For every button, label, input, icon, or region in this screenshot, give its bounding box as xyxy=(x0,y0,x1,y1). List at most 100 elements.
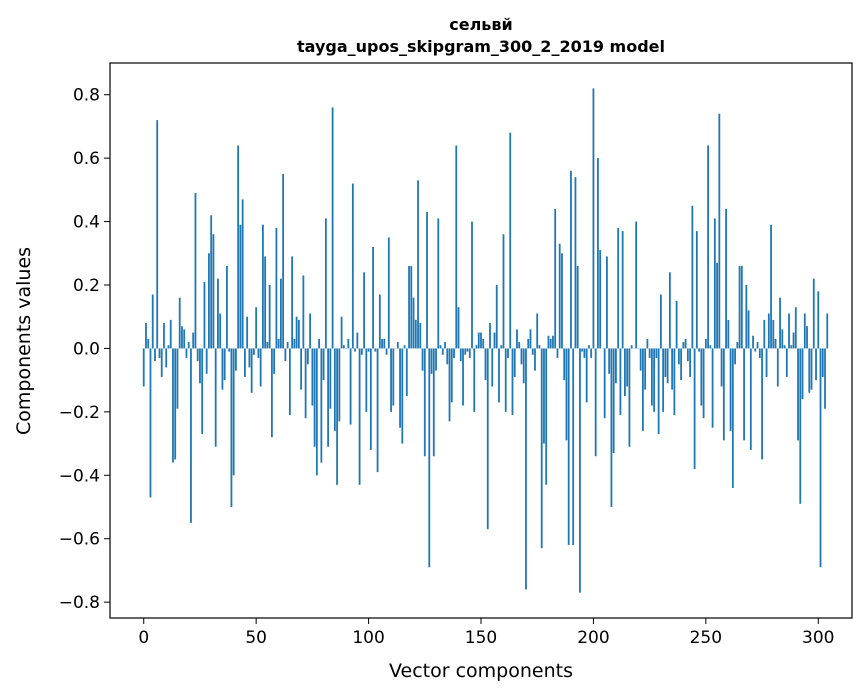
bar-183 xyxy=(554,208,557,349)
bar-2 xyxy=(147,338,150,349)
bar-32 xyxy=(214,348,217,447)
bar-247 xyxy=(698,348,701,352)
bar-46 xyxy=(246,316,249,349)
bar-120 xyxy=(412,297,415,349)
bar-146 xyxy=(471,221,473,349)
bar-255 xyxy=(716,262,718,349)
bar-197 xyxy=(585,348,588,403)
bar-57 xyxy=(270,348,273,438)
bar-101 xyxy=(369,348,372,450)
bar-54 xyxy=(264,256,267,349)
bar-227 xyxy=(653,348,656,412)
bars-group xyxy=(142,88,829,593)
bar-142 xyxy=(462,348,464,406)
bar-35 xyxy=(221,348,224,390)
bar-297 xyxy=(810,348,813,390)
bar-225 xyxy=(648,348,651,358)
bar-162 xyxy=(507,348,509,358)
bar-223 xyxy=(644,348,647,390)
bar-1 xyxy=(145,323,147,349)
bar-105 xyxy=(378,294,381,349)
bar-29 xyxy=(208,253,210,349)
bar-118 xyxy=(408,265,410,349)
bar-8 xyxy=(160,348,163,377)
bar-5 xyxy=(154,348,156,362)
bar-300 xyxy=(817,291,820,349)
bar-289 xyxy=(792,332,795,349)
bar-284 xyxy=(781,329,784,349)
bar-189 xyxy=(567,348,570,546)
bar-55 xyxy=(266,342,269,349)
bar-67 xyxy=(293,338,296,349)
bar-143 xyxy=(464,348,467,355)
bar-269 xyxy=(747,310,750,349)
bar-263 xyxy=(734,348,736,365)
bar-51 xyxy=(257,348,260,358)
bar-208 xyxy=(610,348,613,507)
bar-301 xyxy=(819,348,822,568)
bar-184 xyxy=(556,348,559,358)
bar-48 xyxy=(250,348,253,393)
bar-109 xyxy=(387,237,390,349)
bar-229 xyxy=(657,348,660,435)
bar-167 xyxy=(518,342,521,349)
bar-178 xyxy=(543,348,545,444)
bar-240 xyxy=(682,342,685,349)
bar-102 xyxy=(372,246,374,349)
bar-161 xyxy=(504,348,507,412)
bar-136 xyxy=(448,348,451,422)
bar-40 xyxy=(232,348,235,476)
bar-281 xyxy=(774,338,777,349)
bar-3 xyxy=(149,348,152,498)
bar-180 xyxy=(547,335,550,349)
bar-153 xyxy=(486,348,489,530)
bar-110 xyxy=(390,348,392,412)
bar-89 xyxy=(342,345,345,349)
bar-107 xyxy=(383,338,386,349)
y-tick-label: −0.6 xyxy=(59,530,100,550)
bar-43 xyxy=(239,224,242,349)
bar-125 xyxy=(423,348,426,457)
bar-257 xyxy=(720,348,723,387)
bar-16 xyxy=(178,297,181,349)
bar-273 xyxy=(756,342,759,349)
bar-145 xyxy=(468,348,471,358)
bar-122 xyxy=(417,180,419,349)
bar-58 xyxy=(273,348,276,374)
bar-185 xyxy=(558,243,561,349)
bar-156 xyxy=(493,332,496,349)
bar-256 xyxy=(718,113,721,349)
bar-187 xyxy=(563,348,566,381)
bar-127 xyxy=(428,348,431,568)
bar-62 xyxy=(282,174,285,349)
bar-150 xyxy=(480,332,482,349)
bar-164 xyxy=(511,348,514,416)
bar-119 xyxy=(410,265,413,349)
bar-231 xyxy=(662,348,665,412)
bar-20 xyxy=(187,342,190,349)
bar-134 xyxy=(444,342,446,349)
bar-92 xyxy=(349,348,352,425)
bar-246 xyxy=(695,231,698,349)
bar-191 xyxy=(572,348,575,546)
bar-34 xyxy=(219,313,222,349)
bar-166 xyxy=(516,329,518,349)
bar-261 xyxy=(729,348,732,431)
bar-81 xyxy=(324,218,327,349)
bar-71 xyxy=(302,275,305,349)
bar-31 xyxy=(212,234,215,349)
bar-47 xyxy=(248,348,251,368)
x-tick-label: 100 xyxy=(352,628,384,648)
bar-210 xyxy=(615,348,617,384)
bar-79 xyxy=(320,348,323,463)
bar-91 xyxy=(347,338,350,349)
bar-171 xyxy=(527,338,530,349)
bar-165 xyxy=(513,348,516,377)
bar-186 xyxy=(561,253,563,349)
bar-6 xyxy=(156,120,159,349)
bar-287 xyxy=(788,313,790,349)
bar-288 xyxy=(790,345,793,349)
bar-87 xyxy=(338,348,341,422)
bar-121 xyxy=(414,319,417,349)
bar-61 xyxy=(279,278,282,349)
